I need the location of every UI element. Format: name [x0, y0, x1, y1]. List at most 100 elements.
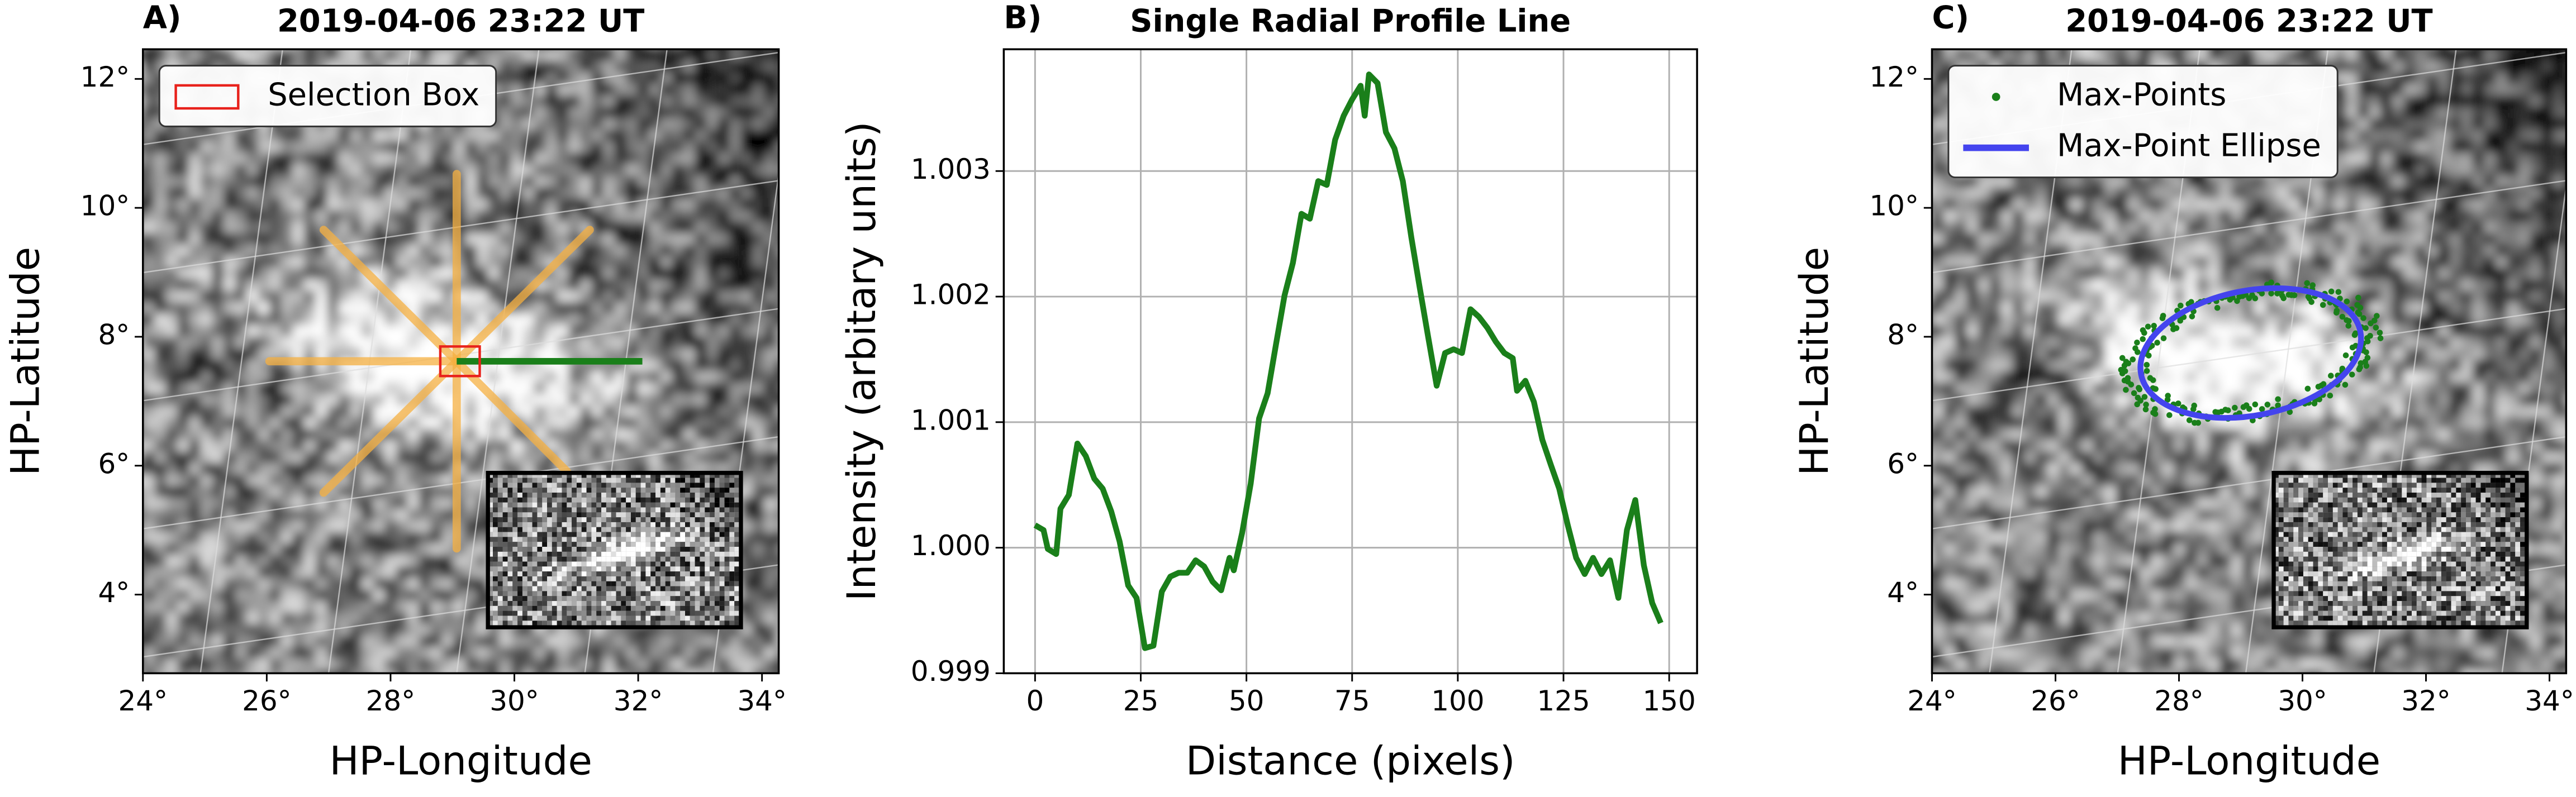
texel	[2415, 95, 2427, 108]
texel	[1932, 313, 1945, 326]
texel	[2070, 49, 2083, 62]
texel	[2472, 198, 2485, 211]
texel	[303, 509, 316, 522]
texel	[303, 130, 316, 142]
texel	[568, 49, 581, 50]
texel	[212, 348, 225, 361]
texel	[441, 428, 454, 441]
texel	[522, 313, 535, 326]
texel	[2553, 83, 2565, 97]
texel	[373, 589, 386, 602]
texel	[2507, 221, 2520, 234]
texel	[2162, 290, 2175, 303]
texel	[2369, 141, 2382, 154]
texel	[2288, 49, 2301, 62]
texel	[2461, 359, 2474, 372]
texel	[637, 658, 650, 671]
texel	[2300, 359, 2313, 372]
texel	[534, 118, 546, 131]
texel	[327, 532, 340, 545]
texel	[1932, 210, 1933, 223]
texel	[591, 141, 604, 154]
texel	[2000, 210, 2014, 223]
texel	[223, 612, 236, 625]
texel	[637, 49, 650, 62]
texel	[373, 175, 386, 188]
texel	[740, 635, 754, 648]
texel	[2369, 107, 2382, 120]
texel	[2265, 302, 2278, 315]
texel	[407, 383, 420, 395]
texel	[660, 359, 673, 372]
texel	[430, 268, 443, 280]
texel	[649, 95, 662, 108]
texel	[534, 49, 546, 62]
texel	[557, 60, 569, 73]
texel	[430, 210, 443, 223]
texel	[602, 647, 616, 660]
texel	[706, 302, 719, 315]
texel	[729, 635, 742, 648]
texel	[706, 681, 719, 694]
texel	[430, 474, 443, 487]
texel	[1989, 210, 2002, 223]
texel	[2472, 118, 2485, 131]
texel	[2024, 49, 2037, 50]
texel	[465, 417, 478, 429]
texel	[142, 198, 144, 211]
texel	[579, 152, 592, 165]
texel	[269, 210, 282, 223]
texel	[2104, 279, 2117, 292]
texel	[534, 670, 546, 674]
texel	[2438, 233, 2451, 246]
texel	[764, 543, 777, 556]
texel	[2196, 175, 2209, 188]
texel	[775, 497, 779, 510]
texel	[281, 268, 293, 280]
texel	[2081, 325, 2094, 338]
texel	[649, 647, 662, 660]
texel	[2276, 336, 2289, 349]
texel	[2426, 336, 2439, 349]
texel	[1943, 302, 1956, 315]
texel	[2276, 49, 2289, 50]
texel	[626, 72, 639, 85]
texel	[1989, 187, 2002, 200]
texel	[465, 245, 478, 257]
texel	[419, 635, 431, 648]
texel	[212, 383, 225, 395]
texel	[488, 256, 501, 269]
texel	[591, 49, 604, 50]
texel	[246, 451, 259, 464]
texel	[465, 497, 478, 510]
texel	[269, 451, 282, 464]
texel	[2380, 233, 2393, 246]
texel	[327, 279, 340, 292]
texel	[373, 566, 386, 579]
texel	[775, 268, 779, 280]
texel	[246, 486, 259, 499]
texel	[476, 279, 489, 292]
texel	[706, 72, 719, 85]
texel	[2265, 49, 2278, 62]
texel	[787, 613, 799, 625]
texel	[579, 95, 592, 108]
texel	[2357, 107, 2370, 120]
texel	[637, 451, 650, 464]
texel	[223, 601, 236, 614]
texel	[1989, 49, 2002, 62]
texel	[361, 532, 374, 545]
texel	[465, 670, 478, 674]
texel	[2472, 348, 2485, 361]
texel	[2311, 198, 2324, 211]
texel	[2357, 164, 2370, 177]
texel	[2150, 175, 2163, 188]
texel	[476, 589, 489, 602]
texel	[2081, 256, 2094, 269]
texel	[165, 302, 178, 315]
texel	[2024, 302, 2037, 315]
texel	[2357, 60, 2370, 73]
texel	[752, 95, 765, 108]
texel	[2127, 313, 2140, 326]
texel	[338, 313, 351, 326]
